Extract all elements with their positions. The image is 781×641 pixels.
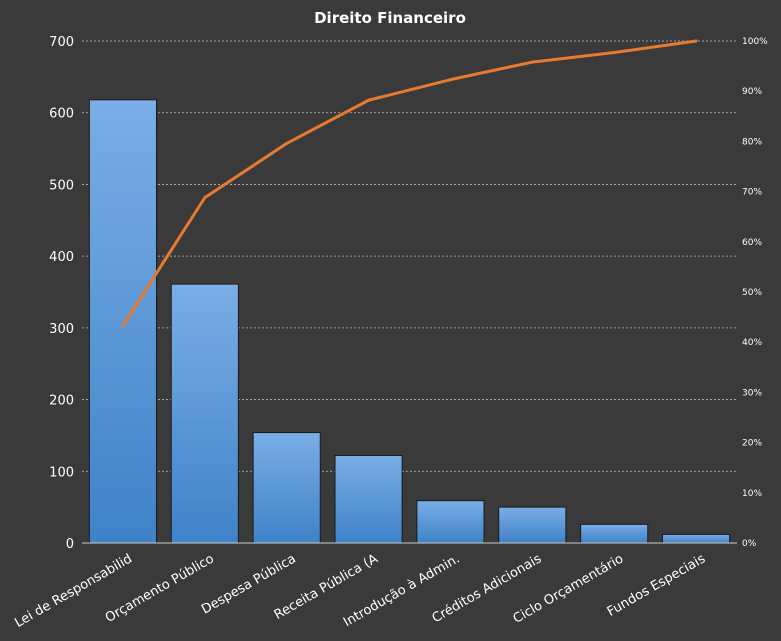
y2-tick-label: 0% <box>742 539 757 549</box>
y2-tick-label: 50% <box>742 288 762 298</box>
y-tick-label: 600 <box>49 107 74 122</box>
cumulative-point <box>121 324 125 328</box>
cumulative-point <box>367 98 371 102</box>
bar <box>252 432 321 544</box>
cumulative-point <box>530 60 534 64</box>
y-tick-label: 500 <box>49 178 74 193</box>
bar <box>498 506 567 544</box>
y2-tick-label: 100% <box>742 37 768 47</box>
y2-tick-label: 70% <box>742 188 762 198</box>
y2-tick-label: 20% <box>742 439 762 449</box>
cumulative-point <box>203 196 207 200</box>
y2-tick-label: 90% <box>742 87 762 97</box>
y2-tick-label: 10% <box>742 489 762 499</box>
y2-tick-label: 80% <box>742 137 762 147</box>
cumulative-point <box>448 78 452 82</box>
y-tick-label: 700 <box>49 35 74 50</box>
chart-title: Direito Financeiro <box>314 9 466 27</box>
bar <box>580 523 649 544</box>
cumulative-point <box>285 141 289 145</box>
cumulative-line-group <box>121 39 698 328</box>
y2-tick-label: 60% <box>742 238 762 248</box>
cumulative-point <box>612 51 616 55</box>
bar <box>170 283 239 544</box>
bar <box>661 533 731 544</box>
y2-tick-label: 40% <box>742 338 762 348</box>
bar <box>334 455 403 544</box>
bar <box>88 99 158 544</box>
y-tick-label: 100 <box>49 465 74 480</box>
bar <box>416 500 485 544</box>
y-tick-label: 0 <box>66 537 74 552</box>
y-tick-label: 400 <box>49 250 74 265</box>
bars <box>88 99 731 544</box>
cumulative-line <box>121 39 698 328</box>
y-tick-label: 300 <box>49 322 74 337</box>
y2-tick-label: 30% <box>742 388 762 398</box>
cumulative-point <box>694 39 698 43</box>
y-tick-label: 200 <box>49 394 74 409</box>
